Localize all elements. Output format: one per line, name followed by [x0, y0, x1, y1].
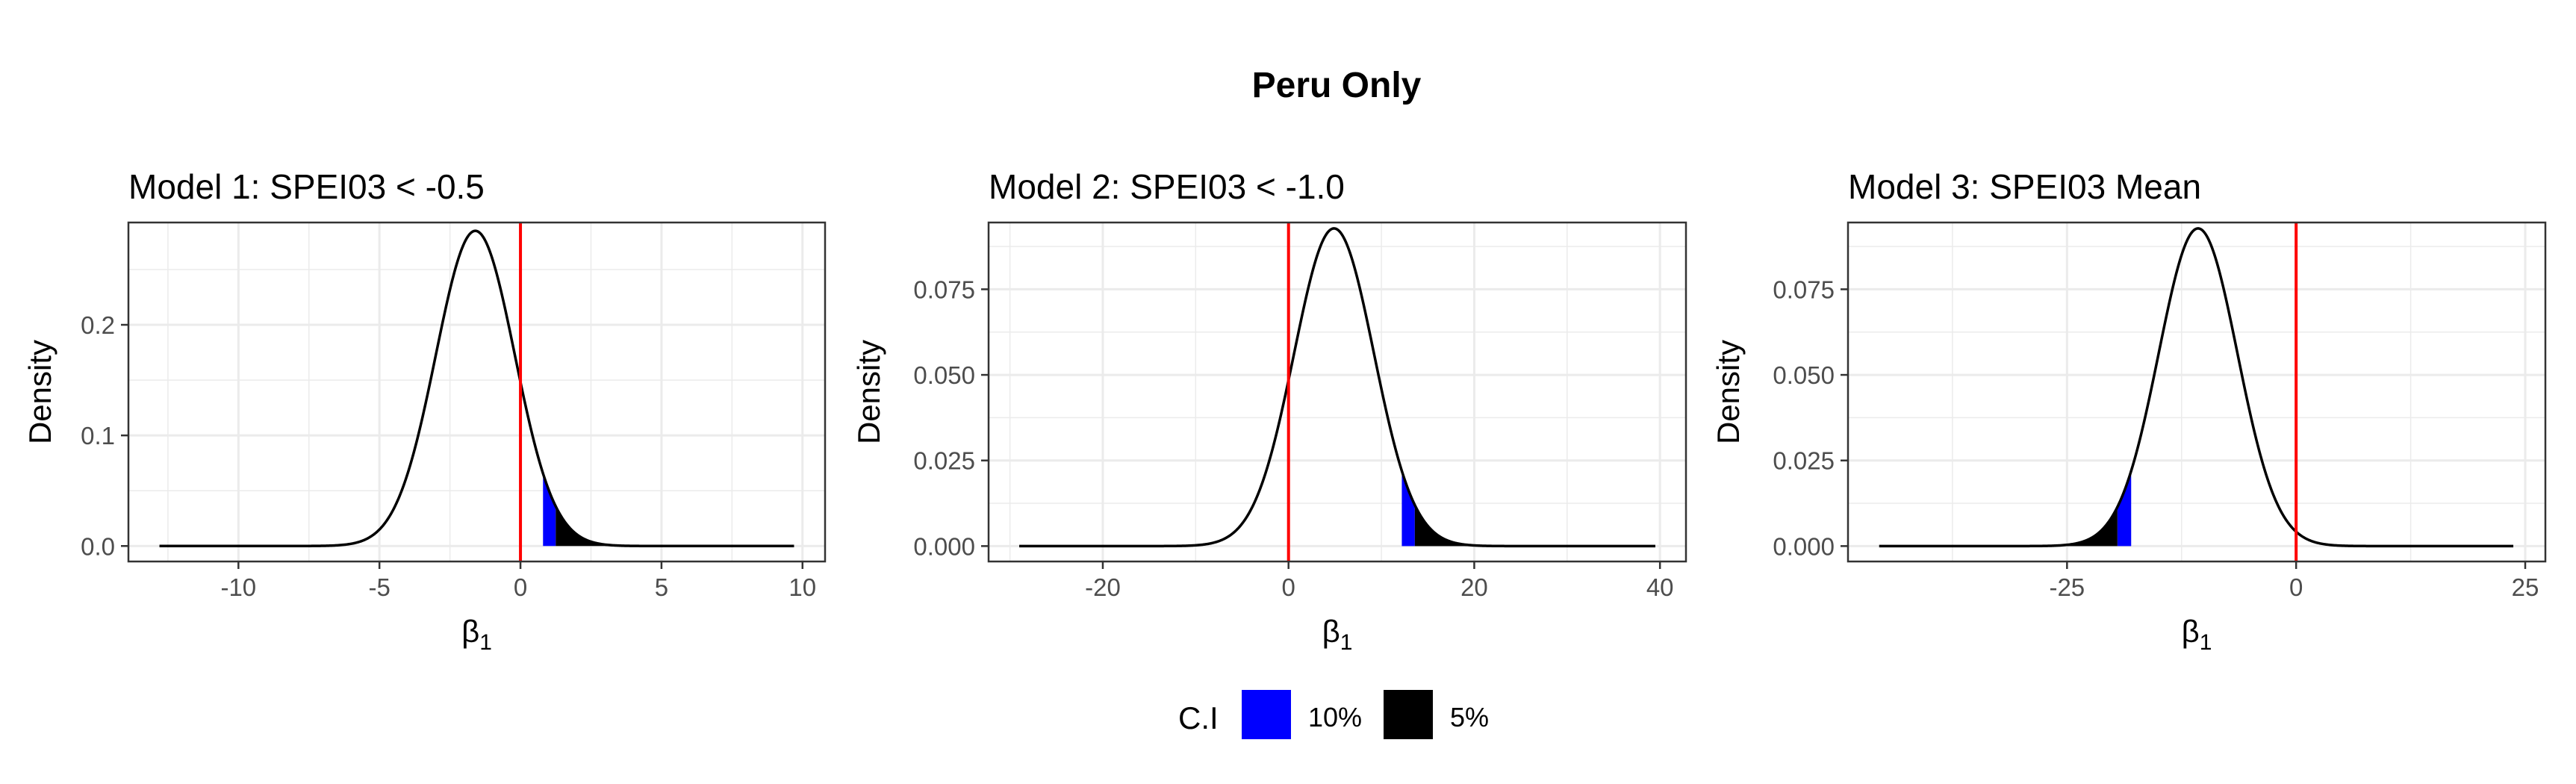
panel-title: Model 1: SPEI03 < -0.5 [128, 167, 485, 206]
y-tick-label: 0.0 [81, 532, 115, 560]
x-axis-title: β1 [1322, 614, 1353, 655]
panel-1: -10 -5 0 5 10 0.0 0.1 0.2 Model 1: SPEI03 < -0.5… [22, 167, 827, 655]
x-tick-label: 5 [655, 573, 668, 601]
y-tick-label: 0.025 [913, 447, 975, 475]
plot-area [1879, 223, 2514, 561]
ci-10pct-region [543, 473, 556, 547]
y-tick-label: 0.000 [1773, 532, 1835, 560]
y-tick-label: 0.075 [1773, 276, 1835, 303]
y-tick-label: 0.1 [81, 422, 115, 449]
panel-border [987, 221, 1687, 563]
x-axis-title: β1 [2182, 614, 2212, 655]
panel-background [989, 223, 1686, 561]
legend: C.I 10% 5% [1178, 690, 1489, 739]
x-tick-label: -10 [220, 573, 256, 601]
legend-label-10pct: 10% [1308, 702, 1362, 732]
plot-area [159, 223, 794, 561]
ci-10pct-region [1401, 470, 1415, 547]
panel-title: Model 3: SPEI03 Mean [1848, 167, 2201, 206]
y-tick-label: 0.050 [1773, 361, 1835, 389]
x-tick-label: 25 [2512, 573, 2539, 601]
ci-10pct-region [2117, 470, 2132, 547]
y-tick-label: 0.025 [1773, 447, 1835, 475]
gridlines [128, 223, 825, 561]
y-axis-title: Density [22, 340, 57, 444]
ci-5pct-region [1879, 506, 2118, 547]
x-tick-label: 0 [514, 573, 527, 601]
panel-title: Model 2: SPEI03 < -1.0 [989, 167, 1345, 206]
panel-2: -20 0 20 40 0.000 0.025 0.050 0.075 Model 2: SPE… [851, 167, 1687, 655]
panel-background [128, 223, 825, 561]
legend-label-5pct: 5% [1450, 702, 1489, 732]
x-axis-title-subscript: 1 [2200, 630, 2212, 655]
y-tick-label: 0.075 [913, 276, 975, 303]
plot-area [1019, 223, 1655, 561]
y-tick-label: 0.2 [81, 311, 115, 339]
x-tick-label: 40 [1646, 573, 1674, 601]
x-tick-label: -20 [1085, 573, 1121, 601]
panel-background [1848, 223, 2545, 561]
x-tick-label: 0 [2289, 573, 2303, 601]
legend-title: C.I [1178, 700, 1219, 735]
x-tick-label: -25 [2049, 573, 2085, 601]
y-tick-label: 0.050 [913, 361, 975, 389]
x-axis-title-symbol: β [461, 614, 479, 649]
x-axis-title-symbol: β [2182, 614, 2200, 649]
figure-title: Peru Only [1252, 66, 1422, 105]
x-axis-title: β1 [461, 614, 492, 655]
panel-border [1847, 221, 2547, 563]
panel-3: -25 0 25 0.000 0.025 0.050 0.075 Model 3: SPEI0… [1711, 167, 2547, 655]
density-curve [159, 229, 794, 548]
ci-5pct-region [1414, 505, 1655, 547]
x-axis-title-subscript: 1 [479, 630, 492, 655]
legend-swatch-5pct [1384, 690, 1433, 739]
panel-border [127, 221, 827, 563]
y-axis-title: Density [1711, 340, 1746, 444]
density-curve [1879, 227, 2514, 548]
x-tick-label: -5 [369, 573, 391, 601]
y-tick-label: 0.000 [913, 532, 975, 560]
legend-swatch-10pct [1242, 690, 1291, 739]
x-tick-label: 10 [788, 573, 816, 601]
ci-5pct-region [556, 506, 794, 547]
x-axis-title-symbol: β [1322, 614, 1340, 649]
density-curve [1019, 227, 1655, 548]
x-tick-label: 0 [1282, 573, 1295, 601]
x-tick-label: 20 [1460, 573, 1488, 601]
x-axis-title-subscript: 1 [1340, 630, 1353, 655]
y-axis-title: Density [851, 340, 886, 444]
